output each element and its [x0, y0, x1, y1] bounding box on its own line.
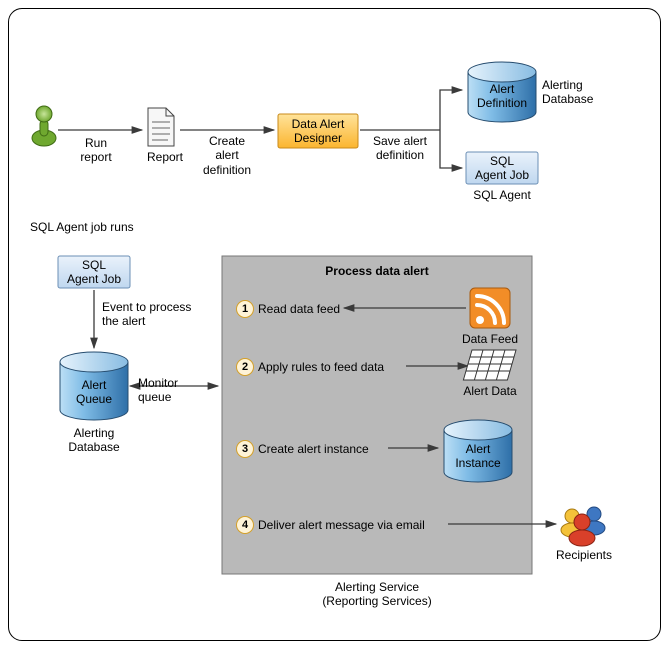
cyl-label-queue: Alert Queue [60, 378, 128, 407]
step-text-1: Read data feed [258, 302, 340, 316]
user-icon [32, 106, 56, 146]
step-badge-2: 2 [236, 358, 254, 376]
panel-title: Process data alert [222, 264, 532, 278]
label-alerting-db-top: Alerting Database [542, 78, 602, 107]
document-icon [148, 108, 174, 146]
step-badge-3: 3 [236, 440, 254, 458]
cyl-label-alert-def: Alert Definition [468, 82, 536, 111]
step-num-2: 2 [242, 361, 248, 373]
cyl-label-instance: Alert Instance [444, 442, 512, 471]
people-icon [561, 507, 605, 546]
label-alerting-db-mid: Alerting Database [52, 426, 136, 455]
label-alert-data: Alert Data [458, 384, 522, 398]
label-report: Report [140, 150, 190, 164]
step-text-4: Deliver alert message via email [258, 518, 425, 532]
label-save-def: Save alert definition [364, 134, 436, 163]
label-create-def: Create alert definition [192, 134, 262, 177]
step-num-4: 4 [242, 519, 248, 531]
box-sql-job-top-label: SQL Agent Job [466, 154, 538, 183]
box-designer-label: Data Alert Designer [278, 117, 358, 146]
label-sql-agent: SQL Agent [466, 188, 538, 202]
label-event: Event to process the alert [102, 300, 212, 329]
box-sql-job-mid-label: SQL Agent Job [58, 258, 130, 287]
label-recipients: Recipients [552, 548, 616, 562]
grid-icon [463, 350, 516, 380]
label-monitor: Monitor queue [138, 376, 198, 405]
step-badge-1: 1 [236, 300, 254, 318]
label-sql-agent-runs: SQL Agent job runs [30, 220, 134, 234]
diagram-canvas: Run report Report Create alert definitio… [0, 0, 667, 647]
step-num-1: 1 [242, 303, 248, 315]
rss-icon [470, 288, 510, 328]
step-text-3: Create alert instance [258, 442, 369, 456]
step-num-3: 3 [242, 443, 248, 455]
step-text-2: Apply rules to feed data [258, 360, 384, 374]
label-run-report: Run report [66, 136, 126, 165]
panel-footer: Alerting Service (Reporting Services) [222, 580, 532, 609]
label-data-feed: Data Feed [460, 332, 520, 346]
step-badge-4: 4 [236, 516, 254, 534]
